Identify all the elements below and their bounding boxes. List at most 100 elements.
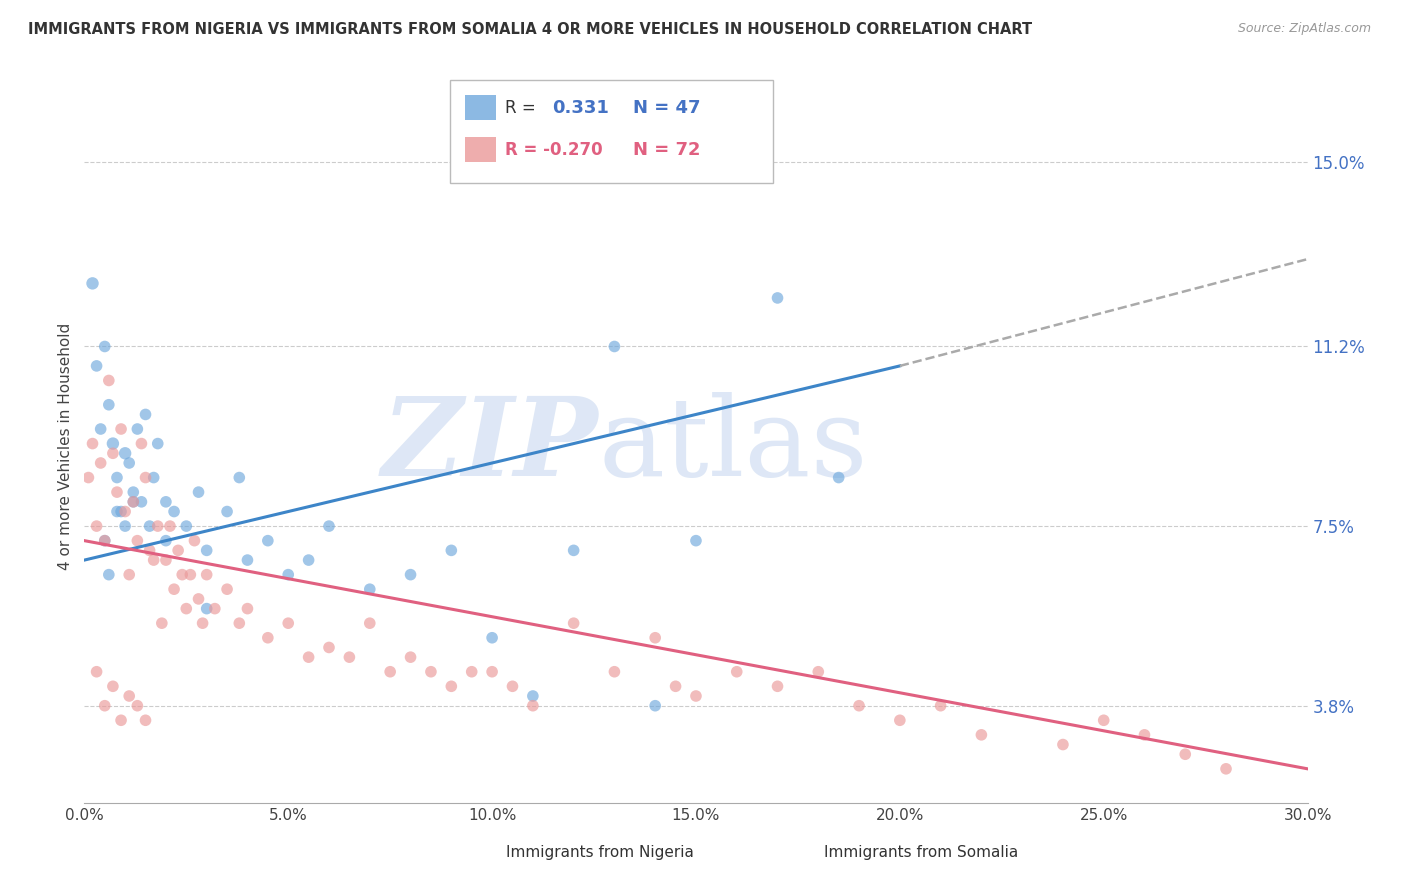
Text: atlas: atlas — [598, 392, 868, 500]
Point — [1092, 713, 1115, 727]
Text: ZIP: ZIP — [381, 392, 598, 500]
Point — [889, 713, 911, 727]
Point — [135, 713, 157, 727]
Point — [150, 616, 173, 631]
Point — [122, 495, 145, 509]
Point — [131, 436, 153, 450]
Point — [217, 504, 239, 518]
Point — [298, 650, 321, 665]
Point — [1133, 728, 1156, 742]
Point — [118, 567, 141, 582]
Point — [97, 567, 120, 582]
Text: Source: ZipAtlas.com: Source: ZipAtlas.com — [1237, 22, 1371, 36]
Point — [110, 504, 132, 518]
Point — [155, 495, 177, 509]
Point — [90, 456, 112, 470]
Point — [318, 519, 340, 533]
Point — [114, 519, 136, 533]
Point — [440, 543, 463, 558]
Point — [167, 543, 190, 558]
Point — [122, 485, 145, 500]
Point — [101, 436, 124, 450]
Point — [163, 582, 186, 597]
Point — [142, 553, 165, 567]
Point — [204, 601, 226, 615]
Point — [174, 519, 197, 533]
Point — [236, 553, 259, 567]
Point — [277, 567, 299, 582]
Point — [318, 640, 340, 655]
Point — [603, 665, 626, 679]
Point — [481, 665, 503, 679]
Point — [97, 398, 120, 412]
Text: IMMIGRANTS FROM NIGERIA VS IMMIGRANTS FROM SOMALIA 4 OR MORE VEHICLES IN HOUSEHO: IMMIGRANTS FROM NIGERIA VS IMMIGRANTS FR… — [28, 22, 1032, 37]
Point — [122, 495, 145, 509]
Point — [298, 553, 321, 567]
Point — [146, 436, 169, 450]
Point — [685, 689, 707, 703]
Point — [86, 359, 108, 373]
Point — [101, 446, 124, 460]
Point — [502, 679, 524, 693]
Text: R = -0.270: R = -0.270 — [505, 141, 602, 159]
Text: Immigrants from Somalia: Immigrants from Somalia — [824, 846, 1019, 860]
Point — [86, 665, 108, 679]
Point — [105, 470, 128, 484]
Point — [146, 519, 169, 533]
Point — [562, 543, 585, 558]
Point — [665, 679, 688, 693]
Point — [101, 679, 124, 693]
Point — [135, 408, 157, 422]
Point — [195, 601, 218, 615]
Point — [86, 519, 108, 533]
Point — [766, 291, 789, 305]
Point — [110, 713, 132, 727]
Point — [127, 422, 149, 436]
Y-axis label: 4 or more Vehicles in Household: 4 or more Vehicles in Household — [58, 322, 73, 570]
Point — [187, 485, 209, 500]
Point — [179, 567, 201, 582]
Point — [848, 698, 870, 713]
Point — [174, 601, 197, 615]
Point — [172, 567, 194, 582]
Point — [522, 698, 544, 713]
Point — [257, 631, 280, 645]
Point — [644, 698, 666, 713]
Point — [187, 591, 209, 606]
Text: 0.331: 0.331 — [553, 99, 609, 117]
Point — [603, 339, 626, 353]
Point — [380, 665, 402, 679]
Point — [195, 567, 218, 582]
Point — [828, 470, 851, 484]
Point — [807, 665, 830, 679]
Point — [105, 485, 128, 500]
Point — [131, 495, 153, 509]
Point — [155, 553, 177, 567]
Point — [163, 504, 186, 518]
Point — [725, 665, 748, 679]
Point — [118, 456, 141, 470]
Point — [257, 533, 280, 548]
FancyBboxPatch shape — [769, 846, 806, 862]
Point — [110, 422, 132, 436]
Point — [183, 533, 205, 548]
FancyBboxPatch shape — [451, 846, 488, 862]
Point — [155, 533, 177, 548]
Point — [127, 533, 149, 548]
Point — [77, 470, 100, 484]
Text: N = 72: N = 72 — [633, 141, 700, 159]
Point — [228, 470, 250, 484]
Point — [236, 601, 259, 615]
Point — [440, 679, 463, 693]
Point — [481, 631, 503, 645]
Point — [399, 567, 422, 582]
Point — [142, 470, 165, 484]
Point — [195, 543, 218, 558]
Point — [90, 422, 112, 436]
Point — [1052, 738, 1074, 752]
Point — [1174, 747, 1197, 762]
Text: Immigrants from Nigeria: Immigrants from Nigeria — [506, 846, 695, 860]
Text: R =: R = — [505, 99, 536, 117]
Point — [159, 519, 181, 533]
Text: N = 47: N = 47 — [633, 99, 700, 117]
